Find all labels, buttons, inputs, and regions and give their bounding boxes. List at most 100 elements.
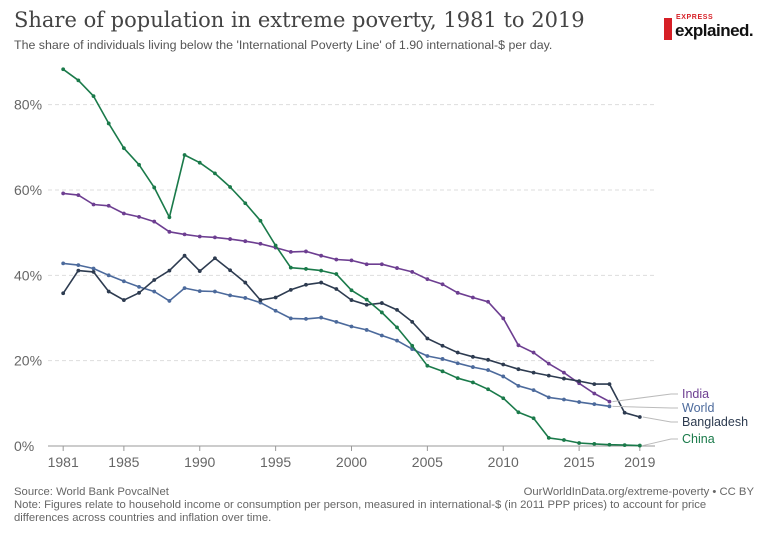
bangladesh-point: [61, 291, 66, 296]
india-point: [91, 202, 96, 207]
china-point: [334, 272, 339, 276]
world-point: [455, 361, 460, 366]
bangladesh-point: [91, 270, 96, 274]
world-point: [182, 286, 187, 291]
china-point: [273, 243, 278, 248]
china-point: [349, 288, 354, 293]
world-point: [486, 368, 490, 372]
world-point: [167, 299, 172, 303]
world-point: [516, 383, 521, 388]
china-point: [546, 435, 551, 440]
bangladesh-point: [364, 302, 369, 307]
world-point: [440, 357, 445, 361]
x-tick-label: 2000: [336, 454, 367, 470]
china-point: [152, 185, 157, 190]
world-point: [562, 397, 566, 402]
y-tick-label: 80%: [14, 97, 42, 113]
bangladesh-point: [440, 343, 445, 348]
bangladesh-point: [167, 268, 172, 273]
bangladesh-point: [304, 282, 308, 287]
bangladesh-point: [334, 287, 339, 291]
world-line: [63, 262, 610, 408]
world-point: [471, 365, 475, 369]
china-point: [304, 267, 308, 271]
china-point: [364, 297, 369, 302]
china-point: [501, 396, 506, 401]
x-tick-label: 2015: [564, 454, 595, 470]
grid-lines: [48, 104, 655, 362]
x-tick-label: 1981: [48, 454, 79, 470]
bangladesh-point: [121, 298, 126, 302]
china-point: [243, 201, 248, 206]
india-series-label: India: [682, 387, 709, 401]
india-label-connector: [612, 393, 678, 403]
china-point: [76, 78, 81, 83]
world-point: [243, 296, 248, 300]
india-point: [304, 249, 308, 254]
world-point: [213, 289, 217, 294]
world-point: [152, 289, 157, 294]
china-point: [410, 343, 415, 348]
china-point: [61, 67, 66, 72]
world-point: [106, 273, 111, 278]
bangladesh-point: [516, 367, 521, 372]
bangladesh-point: [137, 290, 141, 295]
bangladesh-point: [288, 287, 293, 292]
x-tick-label: 2005: [412, 454, 443, 470]
india-point: [607, 399, 612, 404]
china-point: [562, 438, 566, 442]
world-point: [395, 338, 399, 343]
world-point: [364, 328, 369, 332]
note-text: Note: Figures relate to household income…: [14, 499, 707, 524]
india-point: [531, 350, 536, 355]
poverty-line-chart: 0% 20% 40% 60% 80% 1981 1985 1990 1995 2000 2005 20…: [14, 67, 748, 470]
bangladesh-point: [197, 269, 202, 273]
world-point: [197, 289, 202, 294]
axes: 0% 20% 40% 60% 80% 1981 1985 1990 1995 2000 2005 20…: [14, 97, 656, 470]
china-point: [531, 416, 536, 421]
india-point: [61, 191, 66, 196]
credit-link[interactable]: OurWorldInData.org/extreme-poverty • CC …: [523, 486, 754, 498]
china-line: [62, 68, 640, 447]
bangladesh-point: [213, 256, 217, 261]
china-point: [486, 387, 490, 392]
china-point: [379, 310, 384, 315]
world-label-connector: [612, 405, 678, 409]
china-point: [395, 325, 399, 330]
china-point: [319, 268, 324, 273]
express-explained-logo: EXPRESS explained.: [664, 14, 754, 44]
india-point: [213, 235, 217, 240]
india-point: [425, 277, 430, 282]
bangladesh-point: [622, 410, 627, 415]
source-text: Source: World Bank PovcalNet: [14, 486, 169, 498]
bangladesh-point: [258, 298, 263, 302]
bangladesh-point: [273, 295, 278, 300]
x-tick-label: 1985: [108, 454, 139, 470]
bangladesh-point: [562, 376, 566, 381]
world-point: [288, 316, 293, 321]
china-point: [288, 265, 293, 270]
china-point: [121, 146, 126, 151]
india-point: [562, 370, 566, 375]
india-point: [455, 290, 460, 295]
bangladesh-point: [471, 354, 475, 359]
world-point: [546, 395, 551, 400]
india-point: [379, 262, 384, 267]
india-line: [63, 192, 610, 403]
bangladesh-point: [76, 268, 81, 273]
world-point: [334, 319, 339, 324]
logo-main-text: explained.: [675, 21, 754, 40]
india-point: [592, 391, 597, 396]
world-point: [531, 388, 536, 393]
bangladesh-point: [592, 382, 597, 387]
chart-subtitle: The share of individuals living below th…: [14, 38, 553, 52]
x-tick-label: 1990: [184, 454, 215, 470]
world-point: [319, 315, 324, 320]
world-point: [273, 308, 278, 313]
x-tick-label: 2010: [488, 454, 519, 470]
china-label-connector: [642, 438, 678, 447]
india-point: [349, 258, 354, 263]
bangladesh-point: [395, 307, 399, 312]
world-point: [121, 279, 126, 284]
